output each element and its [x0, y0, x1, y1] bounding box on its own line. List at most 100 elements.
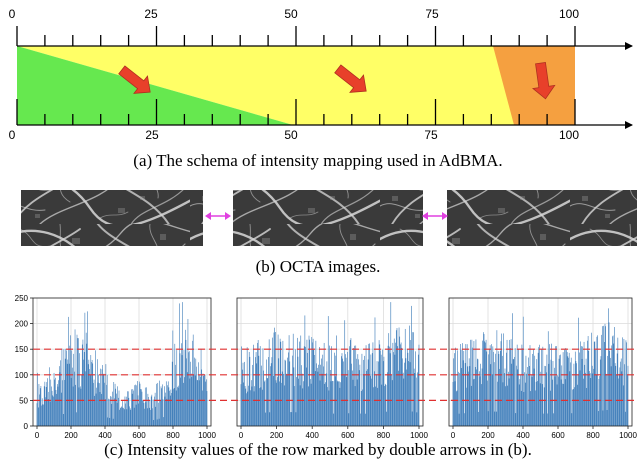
intensity-bar: [396, 328, 398, 426]
intensity-bar: [490, 364, 492, 426]
intensity-bar: [122, 401, 123, 426]
intensity-bar: [160, 386, 162, 426]
intensity-bar: [321, 358, 322, 426]
intensity-bar: [284, 359, 286, 426]
intensity-bar: [242, 369, 243, 426]
intensity-bar: [148, 397, 149, 426]
intensity-bar: [37, 407, 39, 426]
intensity-bar: [110, 396, 112, 426]
intensity-bar: [78, 338, 79, 426]
intensity-bar: [537, 352, 539, 426]
intensity-bar: [108, 399, 110, 426]
intensity-bar: [188, 351, 190, 426]
intensity-bar: [412, 332, 414, 426]
intensity-bar: [270, 366, 271, 426]
intensity-bar: [548, 363, 550, 426]
intensity-bar: [343, 361, 344, 426]
intensity-bar: [349, 340, 351, 426]
intensity-bar: [604, 342, 605, 426]
intensity-bar: [155, 406, 157, 426]
intensity-bar: [336, 380, 338, 426]
intensity-bar: [393, 338, 395, 426]
intensity-bar: [268, 357, 269, 426]
x-tick-label: 200: [270, 431, 284, 440]
intensity-bar: [565, 347, 567, 426]
intensity-bar: [117, 386, 118, 426]
intensity-bar: [45, 397, 46, 426]
intensity-bar: [541, 384, 543, 426]
intensity-bar: [257, 342, 258, 426]
intensity-bar: [558, 358, 560, 426]
intensity-bar: [328, 390, 330, 426]
intensity-bar: [466, 344, 468, 426]
intensity-bar: [474, 378, 475, 426]
intensity-bar: [49, 367, 50, 426]
y-tick-label: 150: [15, 345, 29, 354]
intensity-bar: [137, 395, 139, 426]
intensity-bar: [556, 384, 558, 426]
intensity-bar: [616, 353, 618, 426]
intensity-bar: [552, 361, 554, 426]
intensity-bar: [570, 357, 572, 426]
intensity-bar: [188, 352, 189, 426]
intensity-bar: [380, 350, 381, 426]
intensity-bar: [177, 387, 179, 426]
intensity-bar: [249, 356, 251, 426]
intensity-bar: [610, 366, 612, 426]
intensity-bar: [543, 413, 544, 426]
intensity-bar: [52, 395, 54, 426]
intensity-bar: [80, 388, 82, 426]
intensity-bar: [402, 372, 404, 426]
intensity-bar: [272, 337, 273, 426]
intensity-bar: [549, 390, 551, 426]
intensity-bar: [551, 379, 553, 426]
intensity-bar: [93, 382, 94, 426]
intensity-bar: [37, 372, 38, 426]
intensity-bar: [70, 335, 71, 426]
intensity-bar: [76, 412, 77, 426]
intensity-bar: [255, 357, 256, 426]
intensity-bar: [339, 387, 341, 426]
intensity-bar: [468, 371, 469, 426]
intensity-bar: [506, 352, 507, 426]
intensity-bar: [501, 355, 503, 426]
x-tick-label: 400: [516, 431, 530, 440]
intensity-bar: [576, 384, 578, 426]
intensity-bar: [572, 389, 573, 426]
intensity-bar: [354, 345, 355, 426]
x-tick-label: 0: [239, 431, 244, 440]
intensity-bar: [585, 372, 586, 426]
plot-frame: [448, 297, 633, 427]
intensity-bar: [50, 379, 52, 426]
intensity-bar: [99, 383, 100, 426]
intensity-bar: [254, 386, 256, 426]
intensity-bar: [599, 376, 600, 426]
intensity-bar: [466, 387, 467, 426]
intensity-bar: [165, 392, 166, 426]
intensity-bar: [351, 370, 353, 426]
intensity-bar: [500, 341, 502, 426]
intensity-bar: [560, 354, 561, 426]
intensity-bar: [257, 340, 259, 426]
intensity-bar: [526, 373, 527, 426]
intensity-bar: [471, 339, 473, 426]
intensity-bar: [389, 346, 390, 426]
intensity-bar: [372, 342, 374, 426]
intensity-bar: [119, 409, 120, 426]
intensity-bar: [156, 419, 158, 426]
intensity-bar: [167, 381, 169, 426]
intensity-bar: [484, 341, 486, 426]
intensity-bar: [526, 367, 528, 426]
intensity-bar: [551, 343, 552, 426]
x-tick-label: 600: [551, 431, 565, 440]
intensity-bar: [491, 344, 492, 426]
intensity-bar: [352, 379, 354, 426]
intensity-bar: [104, 382, 105, 426]
intensity-bar: [282, 340, 284, 426]
intensity-bar: [314, 371, 316, 426]
intensity-bar: [143, 400, 144, 426]
intensity-bar: [44, 381, 46, 426]
intensity-bar: [608, 322, 610, 426]
intensity-bar: [622, 385, 624, 426]
